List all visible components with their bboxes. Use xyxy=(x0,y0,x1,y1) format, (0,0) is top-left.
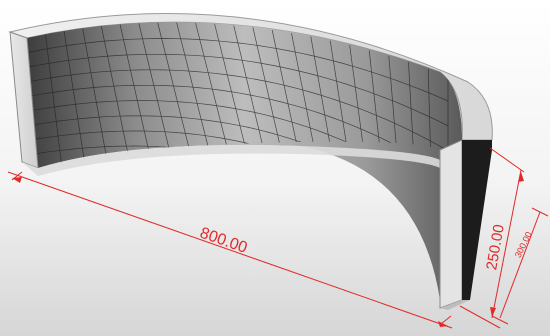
grid-line-horizontal xyxy=(31,84,449,176)
grid-line-vertical xyxy=(100,26,130,162)
wall-inner-face xyxy=(27,22,462,300)
depth-dimension xyxy=(491,207,549,325)
grid-line-horizontal xyxy=(29,53,449,127)
grid-line-vertical xyxy=(119,24,152,162)
length-dimension xyxy=(7,171,453,329)
grid-line-horizontal xyxy=(30,69,449,152)
wall-bottom-edge xyxy=(22,144,440,176)
grid-line-horizontal xyxy=(28,38,449,102)
grid-line-vertical xyxy=(63,30,86,163)
grid-line-vertical xyxy=(157,22,194,165)
grid-line-vertical xyxy=(138,23,173,163)
grid-line-vertical xyxy=(45,34,62,166)
wall-right-foot xyxy=(440,300,470,310)
wall-right-end xyxy=(439,139,463,309)
wall-outer-face xyxy=(462,140,492,300)
grid-line-vertical xyxy=(82,28,108,162)
grid-line-vertical xyxy=(176,22,214,168)
height-dimension xyxy=(459,147,525,329)
